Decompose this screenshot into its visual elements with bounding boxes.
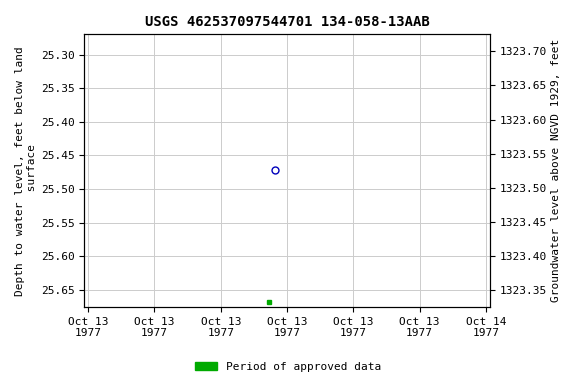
Y-axis label: Depth to water level, feet below land
 surface: Depth to water level, feet below land su… [15, 46, 37, 296]
Legend: Period of approved data: Period of approved data [191, 358, 385, 377]
Title: USGS 462537097544701 134-058-13AAB: USGS 462537097544701 134-058-13AAB [145, 15, 430, 29]
Y-axis label: Groundwater level above NGVD 1929, feet: Groundwater level above NGVD 1929, feet [551, 39, 561, 302]
